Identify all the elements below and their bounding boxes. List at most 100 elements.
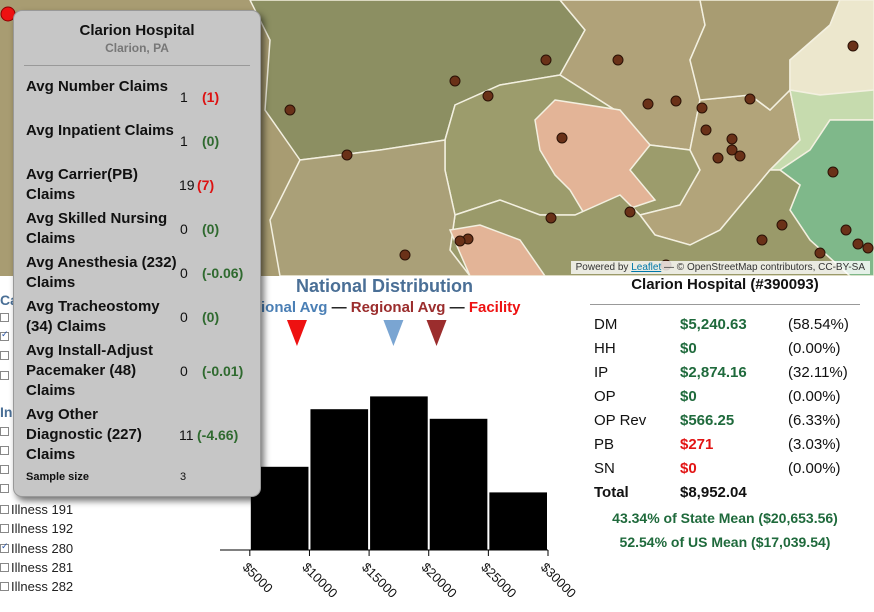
checkbox[interactable]: [0, 329, 9, 341]
sidebar-checkbox-row[interactable]: [0, 371, 11, 380]
sidebar-checkbox-row[interactable]: [0, 484, 11, 493]
cost-amount: $5,240.63: [680, 316, 747, 333]
marker-facility: [286, 320, 307, 346]
cost-total-amount: $8,952.04: [680, 484, 747, 501]
sidebar-item-label: Illness 282: [11, 579, 74, 594]
sidebar-item-label: Illness 281: [11, 560, 74, 575]
x-axis-tick-label: $25000: [478, 560, 519, 601]
cost-row-pb: PB $271 (3.03%): [590, 436, 860, 458]
checkbox[interactable]: [0, 505, 9, 514]
metric-delta: (-0.01): [202, 363, 244, 379]
cost-panel-divider: [590, 304, 860, 305]
checkbox[interactable]: [0, 484, 9, 493]
cost-percent: (0.00%): [788, 340, 841, 357]
cost-label: SN: [594, 460, 615, 477]
metric-label: Avg Anesthesia (232) Claims: [26, 254, 177, 291]
sidebar-item-illness-282[interactable]: Illness 282: [0, 579, 73, 594]
metric-value: 11: [179, 427, 194, 443]
checkbox[interactable]: [0, 446, 9, 455]
legend-regional: Regional Avg: [350, 299, 446, 316]
leaflet-link[interactable]: Leaflet: [631, 262, 662, 273]
metric-delta: (-4.66): [197, 427, 239, 443]
cost-label: PB: [594, 436, 615, 453]
cost-row-op: OP $0 (0.00%): [590, 388, 860, 410]
sidebar-item-illness-191[interactable]: Illness 191: [0, 502, 73, 517]
cost-amount: $2,874.16: [680, 364, 747, 381]
metric-delta: (7): [197, 177, 215, 193]
checkbox[interactable]: [0, 427, 9, 436]
histogram-bar: [489, 492, 547, 550]
map-attribution: Powered by Leaflet — © OpenStreetMap con…: [570, 261, 870, 274]
sidebar-item-illness-281[interactable]: Illness 281: [0, 560, 73, 575]
metric-value: 19: [179, 177, 195, 193]
x-axis-tick-label: $15000: [359, 560, 400, 601]
legend-national: tional Avg: [256, 299, 328, 316]
metric-value: 1: [180, 133, 188, 149]
marker-national: [383, 320, 404, 346]
sidebar-item-label: Illness 192: [11, 521, 74, 536]
cost-row-sn: SN $0 (0.00%): [590, 460, 860, 482]
sidebar-checkbox-row[interactable]: [0, 313, 11, 322]
cost-label: OP: [594, 388, 616, 405]
metric-value: 1: [180, 89, 188, 105]
legend-facility: Facility: [468, 299, 521, 316]
histogram-bar: [310, 409, 369, 550]
metric-value: 0: [180, 309, 188, 325]
sidebar-checkbox-row[interactable]: [0, 427, 11, 436]
sidebar-checkbox-row[interactable]: [0, 465, 11, 474]
x-axis-tick-label: $30000: [538, 560, 579, 601]
sidebar-heading-illness: In: [0, 404, 13, 420]
distribution-legend: tional Avg — Regional Avg — Facility: [256, 299, 521, 316]
metric-delta: (0): [202, 133, 220, 149]
metric-value: 0: [180, 363, 188, 379]
checkbox[interactable]: [0, 351, 9, 360]
cost-label: IP: [594, 364, 609, 381]
cost-amount: $566.25: [680, 412, 735, 429]
checkbox[interactable]: [0, 524, 9, 533]
tooltip-title: Clarion Hospital: [79, 22, 195, 39]
cost-total-label: Total: [594, 484, 629, 501]
checkbox[interactable]: [0, 313, 9, 322]
metric-label: Avg Skilled Nursing Claims: [26, 210, 168, 247]
cost-label: HH: [594, 340, 616, 357]
cost-percent: (6.33%): [788, 412, 841, 429]
sidebar-checkbox-row[interactable]: [0, 446, 11, 455]
sidebar-checkbox-row[interactable]: [0, 329, 11, 341]
checkbox[interactable]: [0, 371, 9, 380]
cost-amount: $0: [680, 460, 697, 477]
x-axis-tick-label: $10000: [299, 560, 340, 601]
sidebar-item-label: Illness 280: [11, 541, 74, 556]
sidebar-item-illness-192[interactable]: Illness 192: [0, 521, 73, 536]
legend-separator: —: [331, 299, 347, 316]
cost-amount: $0: [680, 340, 697, 357]
metric-label: Avg Number Claims: [26, 78, 168, 95]
histogram-bar: [370, 396, 428, 550]
cost-row-hh: HH $0 (0.00%): [590, 340, 860, 362]
sidebar-item-illness-280[interactable]: Illness 280: [0, 541, 73, 556]
map-view[interactable]: Powered by Leaflet — © OpenStreetMap con…: [0, 0, 874, 276]
cost-percent: (0.00%): [788, 460, 841, 477]
cost-amount: $271: [680, 436, 714, 453]
checkbox[interactable]: [0, 541, 9, 553]
tooltip-subtitle: Clarion, PA: [105, 41, 169, 55]
cost-percent: (32.11%): [788, 364, 848, 381]
cost-row-dm: DM $5,240.63 (58.54%): [590, 316, 860, 338]
distribution-chart: $5000 $10000 $15000 $20000 $25000 $30000: [220, 320, 579, 601]
metric-label: Avg Carrier(PB) Claims: [26, 166, 138, 203]
sidebar-item-label: Illness 191: [11, 502, 74, 517]
x-axis-tick-label: $20000: [419, 560, 460, 601]
sidebar-checkbox-row[interactable]: [0, 351, 11, 360]
metric-delta: (1): [202, 89, 220, 105]
cost-panel-title: Clarion Hospital (#390093): [631, 276, 819, 293]
checkbox[interactable]: [0, 563, 9, 572]
hospital-tooltip: Clarion Hospital Clarion, PA Avg Number …: [13, 10, 261, 497]
cost-amount: $0: [680, 388, 697, 405]
tooltip-divider: [24, 65, 250, 66]
state-mean-note: 43.34% of State Mean ($20,653.56): [612, 510, 838, 526]
attribution-prefix: Powered by: [575, 262, 629, 273]
cost-label: OP Rev: [594, 412, 647, 429]
checkbox[interactable]: [0, 465, 9, 474]
legend-separator: —: [449, 299, 465, 316]
histogram-bar: [429, 418, 488, 550]
checkbox[interactable]: [0, 582, 9, 591]
